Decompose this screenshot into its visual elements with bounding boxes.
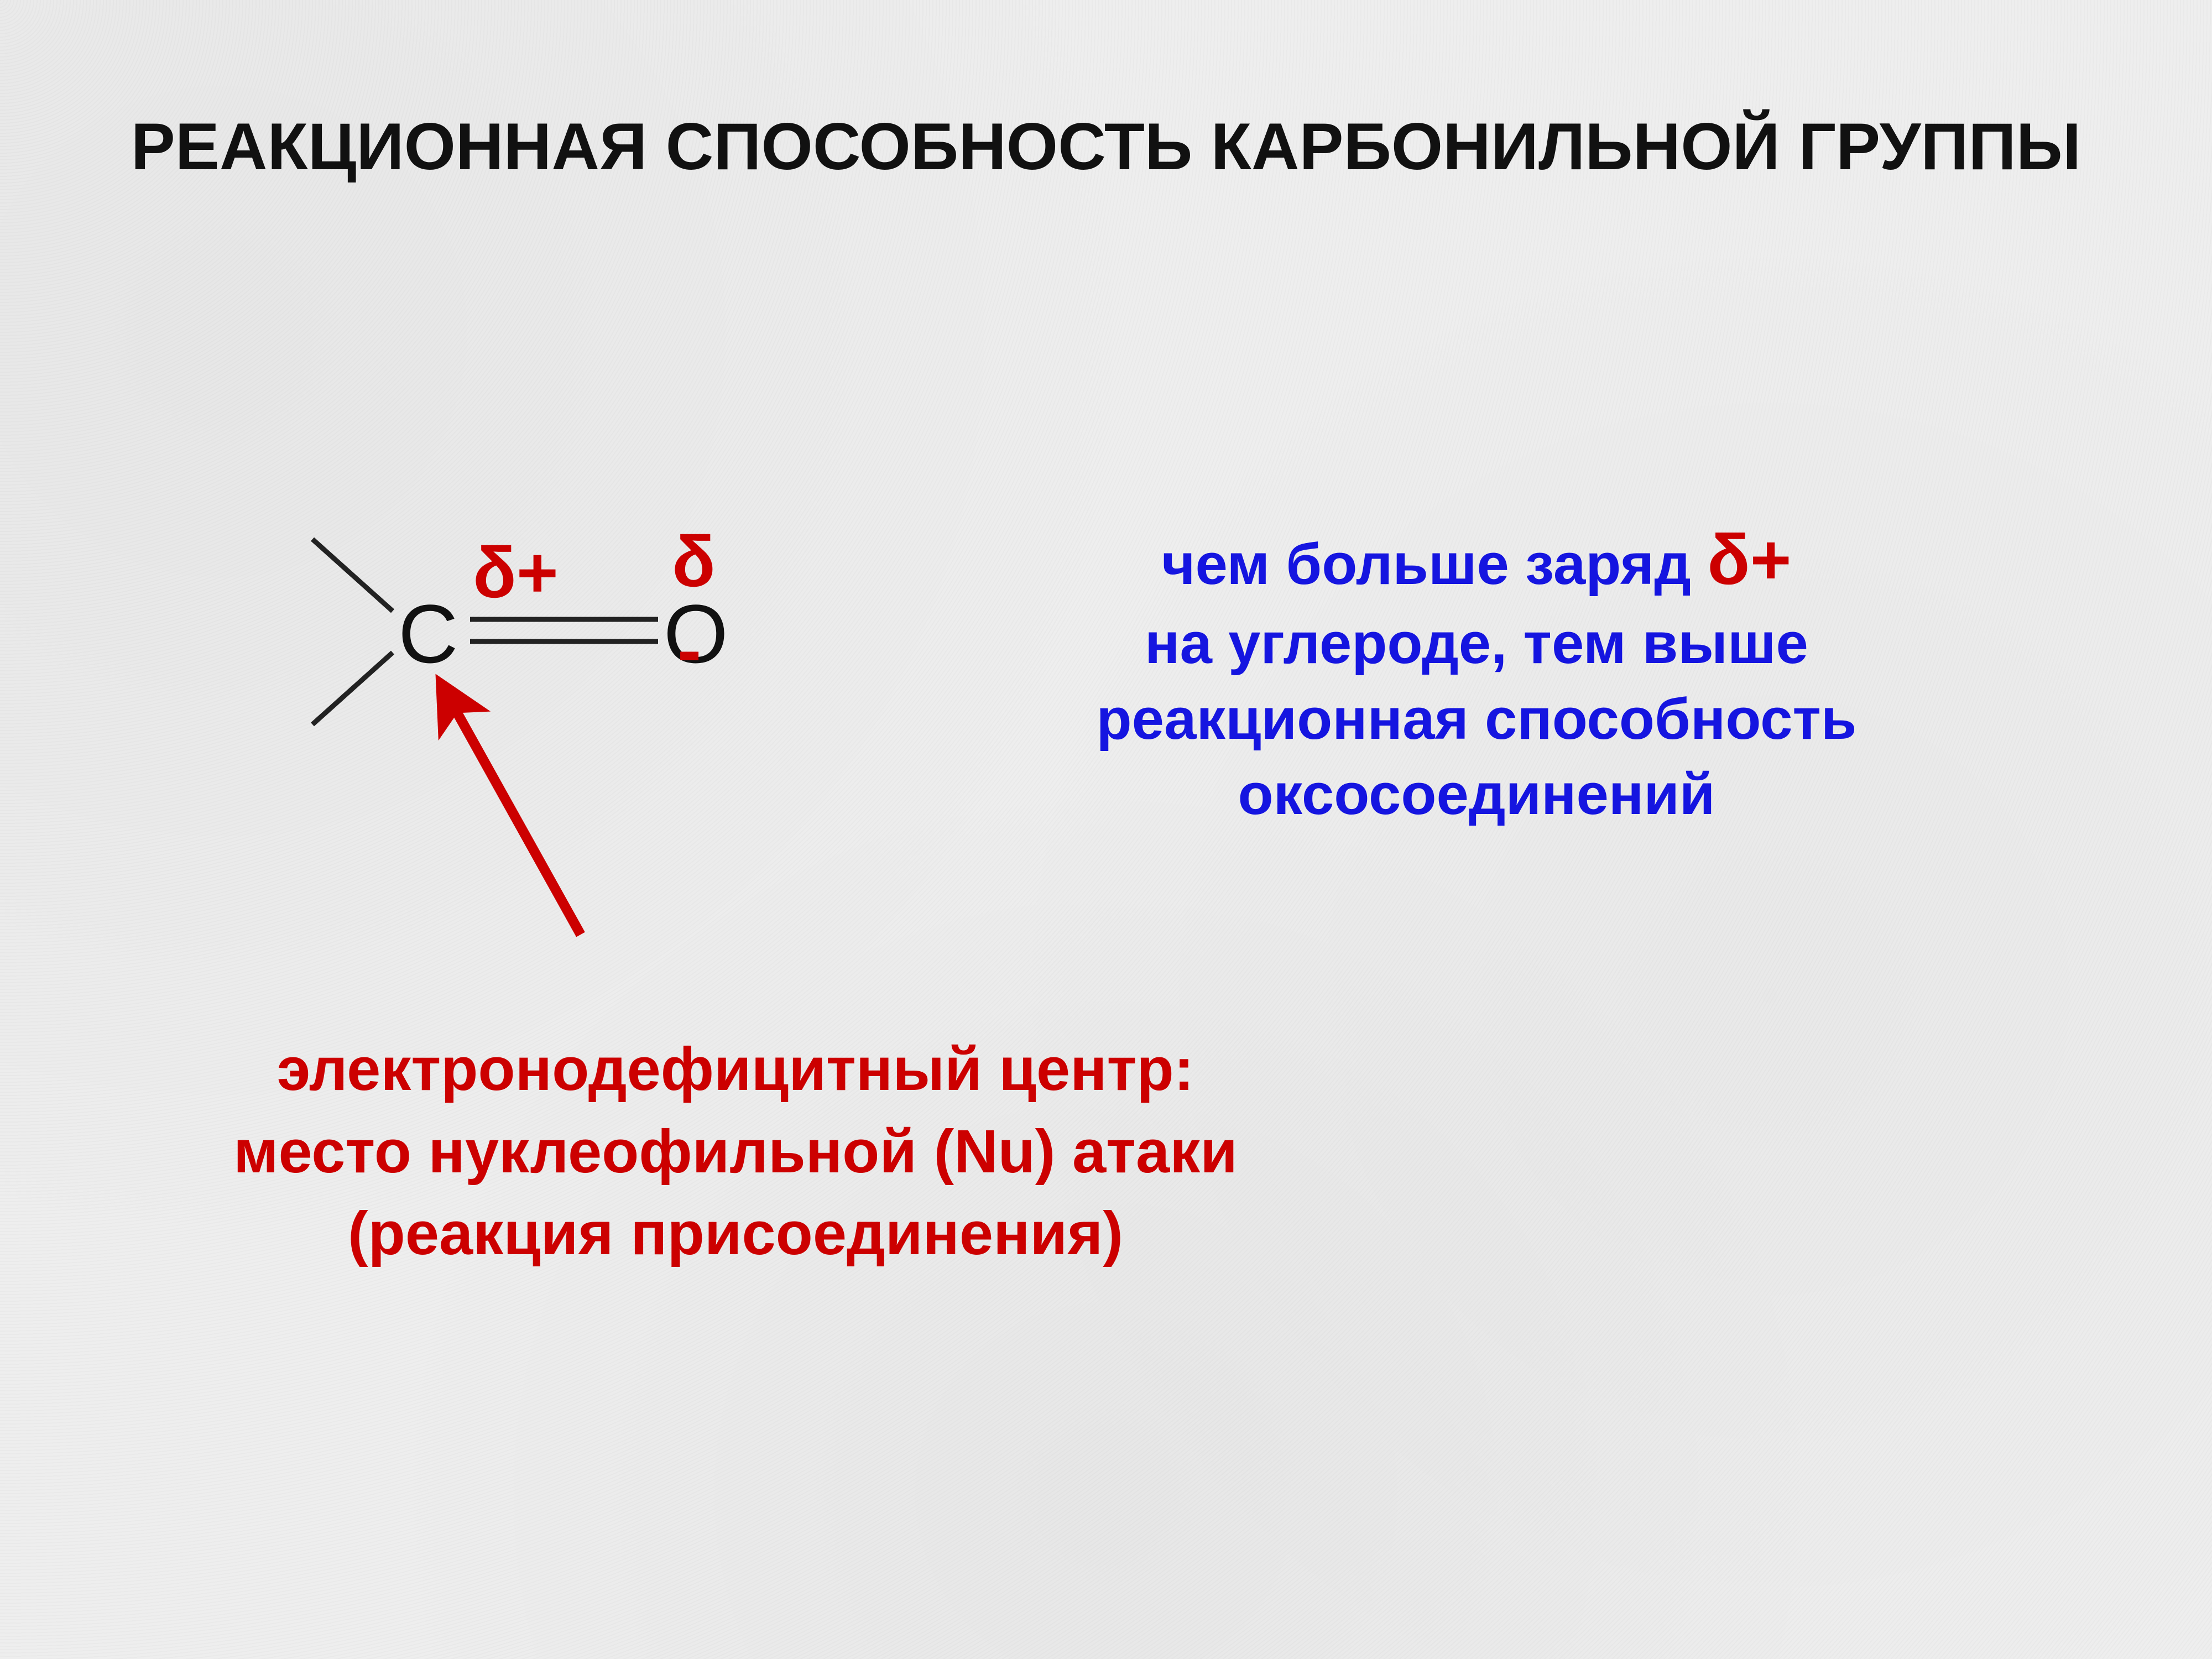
blue-line-1-delta: δ+ (1707, 520, 1791, 599)
carbon-atom-label: C (398, 586, 458, 682)
delta-neg-minus-label: - (677, 608, 701, 691)
blue-explanation: чем больше заряд δ+ на углероде, тем выш… (896, 514, 2057, 833)
blue-line-4: оксосоединений (896, 757, 2057, 833)
delta-plus-label: δ+ (473, 531, 559, 614)
blue-line-3: реакционная способность (896, 682, 2057, 758)
red-line-1: электронодефицитный центр: (155, 1029, 1316, 1111)
red-explanation: электронодефицитный центр: место нуклеоф… (155, 1029, 1316, 1275)
red-line-2: место нуклеофильной (Nu) атаки (155, 1111, 1316, 1193)
red-line-3: (реакция присоединения) (155, 1193, 1316, 1275)
blue-line-2: на углероде, тем выше (896, 606, 2057, 682)
slide-title: РЕАКЦИОННАЯ СПОСОБНОСТЬ КАРБОНИЛЬНОЙ ГРУ… (0, 105, 2212, 188)
delta-neg-top-label: δ (672, 520, 716, 603)
blue-line-1: чем больше заряд δ+ (896, 514, 2057, 606)
blue-line-1-pre: чем больше заряд (1162, 532, 1708, 597)
